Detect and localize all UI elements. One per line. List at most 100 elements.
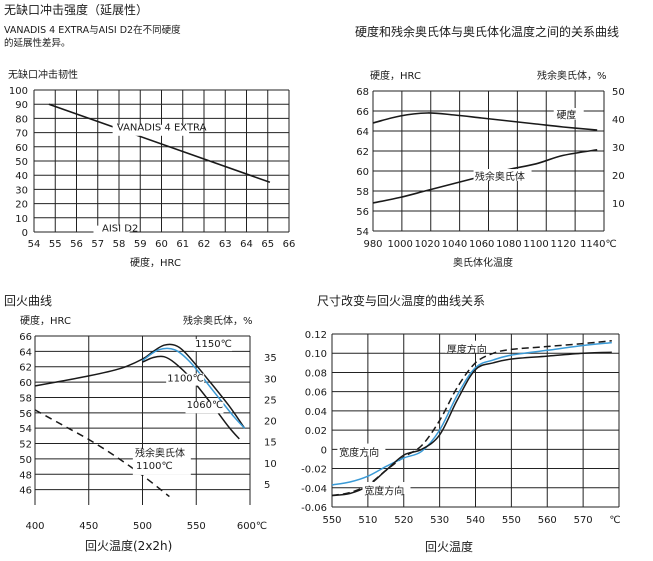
chart2-x-tick-label: 1080 bbox=[496, 239, 521, 250]
chart1-y-tick-label: 90 bbox=[15, 100, 28, 111]
chart4-x-tick-label: 530 bbox=[430, 515, 449, 526]
chart2-series-label-hardness: 硬度 bbox=[556, 109, 576, 122]
chart3-y-tick-label: 54 bbox=[19, 424, 32, 435]
chart3-annotation-austenite-temp: 1100℃ bbox=[136, 461, 173, 472]
chart3-ylabel-left: 硬度，HRC bbox=[20, 314, 71, 327]
chart3-y2-tick-label: 20 bbox=[264, 417, 277, 428]
chart4-y-tick-label: 0.02 bbox=[305, 426, 327, 437]
chart3-series-1 bbox=[142, 347, 246, 429]
chart2-series-hardness bbox=[372, 112, 598, 131]
chart2-y2-tick-label: 50 bbox=[612, 87, 625, 98]
chart3-annotation-bg bbox=[185, 401, 224, 414]
chart2-x-tick-label: 1000 bbox=[387, 239, 412, 250]
chart4-y-tick-label: 0 bbox=[321, 445, 327, 456]
chart3-y2-tick-label: 15 bbox=[264, 438, 277, 449]
chart1-x-tick-label: 58 bbox=[113, 239, 126, 250]
chart1-y-tick-label: 80 bbox=[15, 114, 28, 125]
chart1-x-tick-label: 55 bbox=[49, 239, 62, 250]
chart2-y-tick-label: 56 bbox=[356, 207, 369, 218]
chart2-xlabel: 奥氏体化温度 bbox=[453, 256, 513, 269]
chart4-y-tick-label: 0.10 bbox=[305, 349, 327, 360]
chart1-y-tick-label: 50 bbox=[15, 157, 28, 168]
chart1-x-tick-label: 57 bbox=[91, 239, 104, 250]
chart4-x-tick-label: ℃ bbox=[609, 515, 620, 526]
chart3-x-tick-label: 550 bbox=[187, 521, 206, 532]
chart4-y-tick-label: 0.06 bbox=[305, 388, 327, 399]
chart1-x-tick-label: 65 bbox=[261, 239, 274, 250]
chart2-x-tick-label: 980 bbox=[363, 239, 382, 250]
chart1-series-label-bg bbox=[93, 225, 130, 237]
chart1-y-tick-label: 60 bbox=[15, 143, 28, 154]
chart3-annotation-bg bbox=[166, 373, 205, 386]
chart3-series-0 bbox=[34, 343, 246, 429]
chart1-y-tick-label: 70 bbox=[15, 129, 28, 140]
chart3-ylabel-right: 残余奥氏体，% bbox=[183, 314, 253, 327]
chart4-x-tick-label: 550 bbox=[322, 515, 341, 526]
chart1-x-tick-label: 61 bbox=[176, 239, 189, 250]
chart3-annotation-1150: 1150℃ bbox=[195, 339, 232, 350]
chart4-annotation-bg bbox=[337, 443, 386, 456]
chart2-y2-tick-label: 40 bbox=[612, 115, 625, 126]
chart1-ylabel: 无缺口冲击韧性 bbox=[8, 68, 78, 81]
chart2-series-label-bg bbox=[553, 108, 584, 120]
chart3-y-tick-label: 62 bbox=[19, 363, 32, 374]
chart3-y2-tick-label: 25 bbox=[264, 395, 277, 406]
chart1-y-tick-label: 10 bbox=[15, 214, 28, 225]
chart2-y-tick-label: 66 bbox=[356, 107, 369, 118]
chart3-y-tick-label: 50 bbox=[19, 455, 32, 466]
chart2-series-label-bg bbox=[473, 169, 532, 181]
chart1-series-label-d2: AISI D2 bbox=[102, 223, 138, 234]
chart2-x-tick-label: 1060 bbox=[469, 239, 494, 250]
chart4-series-0 bbox=[331, 339, 612, 497]
chart3-x-tick-label: 450 bbox=[79, 521, 98, 532]
chart4-x-tick-label: 570 bbox=[574, 515, 593, 526]
chart1-x-tick-label: 64 bbox=[240, 239, 253, 250]
chart3-annotation-bg bbox=[132, 448, 191, 475]
chart2-y2-tick-label: 30 bbox=[612, 143, 625, 154]
chart4-x-tick-label: 510 bbox=[358, 515, 377, 526]
chart4-y-tick-label: -0.02 bbox=[301, 465, 327, 476]
chart3-y-tick-label: 66 bbox=[19, 332, 32, 343]
chart4-x-tick-label: 520 bbox=[394, 515, 413, 526]
chart1-x-tick-label: 54 bbox=[28, 239, 41, 250]
chart2-x-tick-label: 1020 bbox=[415, 239, 440, 250]
chart3-xlabel: 回火温度(2x2h) bbox=[85, 538, 172, 553]
chart1-xlabel: 硬度，HRC bbox=[130, 256, 181, 269]
chart4-annotation-width-2: 宽度方向 bbox=[364, 485, 404, 498]
chart3-y2-tick-label: 35 bbox=[264, 353, 277, 364]
chart4-y-tick-label: 0.12 bbox=[305, 330, 327, 341]
chart3-x-tick-label: 600℃ bbox=[237, 521, 267, 532]
chart3-y-tick-label: 46 bbox=[19, 486, 32, 497]
chart2-x-tick-label: 1120 bbox=[551, 239, 576, 250]
chart2-ylabel-left: 硬度，HRC bbox=[370, 69, 421, 82]
chart1-title: 无缺口冲击强度（延展性） bbox=[4, 2, 148, 17]
chart2-title: 硬度和残余奥氏体与奥氏体化温度之间的关系曲线 bbox=[355, 24, 619, 39]
chart3-title: 回火曲线 bbox=[4, 294, 52, 308]
chart3-y2-tick-label: 30 bbox=[264, 374, 277, 385]
chart1-x-tick-label: 66 bbox=[283, 239, 296, 250]
chart2-ylabel-right: 残余奥氏体，% bbox=[537, 69, 607, 82]
chart1-y-tick-label: 30 bbox=[15, 185, 28, 196]
chart1-x-tick-label: 56 bbox=[70, 239, 83, 250]
chart1-y-tick-label: 100 bbox=[9, 86, 28, 97]
chart1-x-tick-label: 60 bbox=[155, 239, 168, 250]
chart3-y-tick-label: 56 bbox=[19, 409, 32, 420]
chart1-y-tick-label: 20 bbox=[15, 200, 28, 211]
chart1-series-label-bg bbox=[112, 124, 190, 136]
chart2-y2-tick-label: 10 bbox=[612, 199, 625, 210]
chart1-series-vanadis bbox=[48, 103, 271, 184]
chart3-x-tick-label: 500 bbox=[133, 521, 152, 532]
chart1-y-tick-label: 40 bbox=[15, 171, 28, 182]
chart1-series-label-vanadis: VANADIS 4 EXTRA bbox=[117, 122, 207, 133]
chart2-y-tick-label: 54 bbox=[356, 227, 369, 238]
chart1-subtitle-line2: 的延展性差异。 bbox=[4, 37, 71, 49]
chart2-series-label-austenite: 残余奥氏体 bbox=[475, 170, 525, 183]
chart2-x-tick-label: 1100 bbox=[523, 239, 548, 250]
chart2-y2-tick-label: 20 bbox=[612, 171, 625, 182]
chart4-annotation-bg bbox=[445, 340, 494, 353]
chart3-y-tick-label: 64 bbox=[19, 347, 32, 358]
chart3-y2-tick-label: 5 bbox=[264, 480, 270, 491]
chart1-x-tick-label: 63 bbox=[219, 239, 232, 250]
chart1-y-tick-label: 0 bbox=[22, 228, 28, 239]
